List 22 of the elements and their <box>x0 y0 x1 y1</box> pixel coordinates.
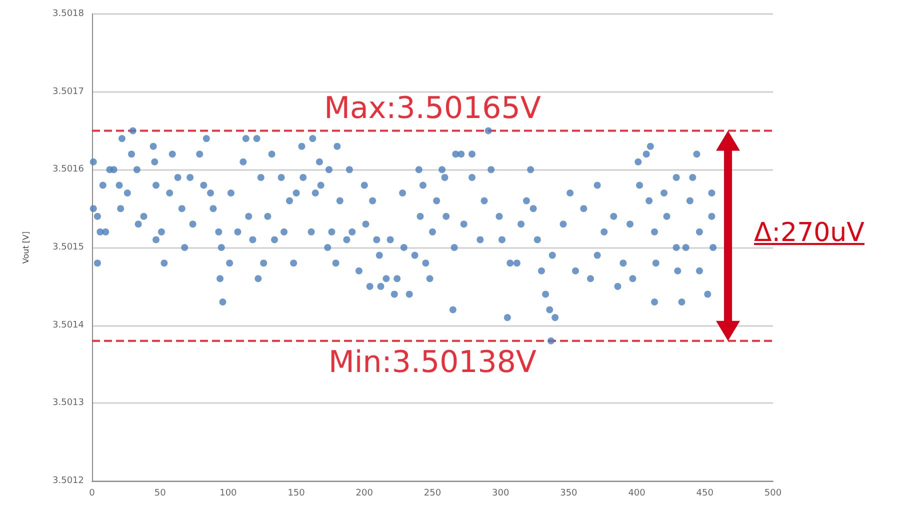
x-tick-label: 250 <box>424 488 442 498</box>
x-tick-label: 100 <box>220 488 238 498</box>
x-tick-label: 350 <box>560 488 578 498</box>
x-tick-label: 0 <box>89 488 96 498</box>
y-tick-label: 3.5015 <box>52 242 84 252</box>
y-tick-label: 3.5013 <box>52 398 84 408</box>
y-tick-label: 3.5014 <box>52 320 84 330</box>
x-tick-label: 200 <box>356 488 374 498</box>
y-axis-title: Vout [V] <box>22 231 30 264</box>
y-tick-label: 3.5017 <box>52 86 84 97</box>
y-tick-label: 3.5012 <box>52 476 84 486</box>
ref-line-label: Min:3.50138V <box>328 344 536 380</box>
x-tick-label: 300 <box>492 488 510 498</box>
x-tick-label: 450 <box>696 488 714 498</box>
ref-line-label: Max:3.50165V <box>324 90 541 126</box>
annotation: Δ:270uV <box>754 218 864 248</box>
x-tick-label: 500 <box>764 488 782 498</box>
x-tick-label: 150 <box>288 488 306 498</box>
y-tick-label: 3.5018 <box>52 9 84 19</box>
y-tick-label: 3.5016 <box>52 164 84 175</box>
x-tick-label: 400 <box>628 488 646 498</box>
x-tick-label: 50 <box>154 488 166 498</box>
